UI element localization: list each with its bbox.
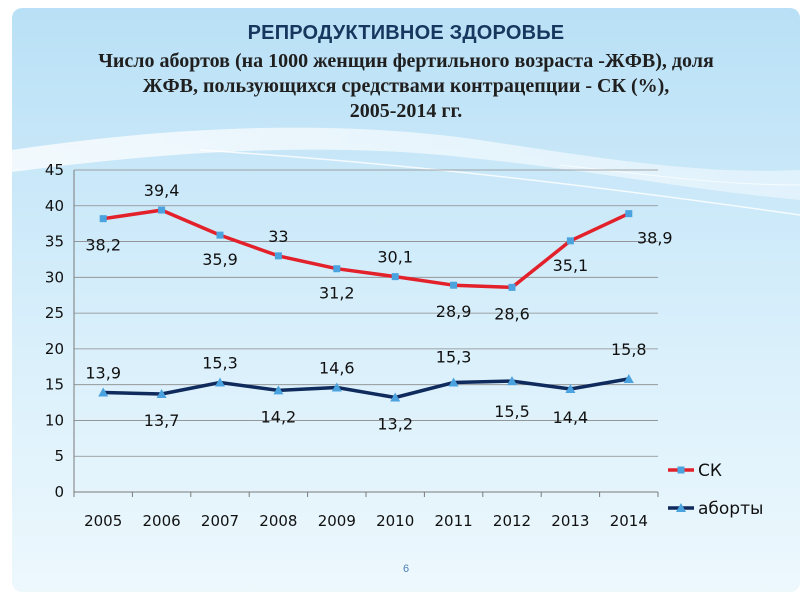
y-tick-label: 5 [54, 447, 64, 465]
x-tick-label: 2009 [318, 512, 356, 530]
sk-data-label: 39,4 [144, 181, 180, 200]
x-tick-label: 2007 [201, 512, 239, 530]
abortions-point [390, 392, 401, 402]
y-tick-label: 30 [45, 268, 64, 286]
subtitle-line-2: ЖФВ, пользующихся средствами контрацепци… [142, 75, 670, 97]
legend-label-sk: СК [698, 461, 722, 481]
abortions-point [448, 377, 459, 387]
abortions-point [331, 382, 342, 392]
sk-data-label: 28,6 [494, 304, 530, 323]
x-tick-label: 2012 [493, 512, 531, 530]
abortions-point [507, 376, 517, 386]
x-tick-label: 2014 [610, 512, 648, 530]
sk-point [625, 210, 633, 218]
abortions-data-label: 15,3 [202, 354, 238, 373]
abortions-data-label: 15,5 [494, 402, 530, 421]
abortions-series-line [103, 377, 630, 400]
sk-point [508, 283, 516, 291]
legend-marker-sk [677, 466, 685, 474]
abortions-data-label: 14,2 [261, 407, 297, 426]
abortions-point [623, 373, 634, 383]
sk-point [274, 252, 282, 260]
title-block: РЕПРОДУКТИВНОЕ ЗДОРОВЬЕ Число абортов (н… [20, 22, 792, 124]
sk-data-label: 28,9 [436, 302, 472, 321]
sk-data-label: 38,2 [85, 236, 121, 255]
page-number: 6 [402, 563, 410, 575]
sk-data-label: 35,1 [553, 256, 589, 275]
subtitle-line-1: Число абортов (на 1000 женщин фертильног… [98, 50, 714, 72]
abortions-data-label: 13,2 [377, 415, 413, 434]
abortions-data-label: 15,8 [611, 340, 647, 359]
sk-point [333, 265, 341, 273]
sk-data-label: 38,9 [637, 229, 673, 248]
sk-data-label: 30,1 [377, 248, 413, 267]
sk-point [216, 231, 224, 239]
y-tick-label: 0 [54, 483, 64, 501]
sk-data-label: 33 [268, 227, 288, 246]
sk-series-line [102, 208, 630, 290]
sk-data-label: 31,2 [319, 284, 355, 303]
abortions-point [565, 383, 576, 393]
abortions-point [98, 387, 109, 397]
abortions-data-label: 15,3 [436, 348, 472, 367]
y-tick-label: 45 [45, 161, 64, 179]
abortions-point [156, 388, 167, 398]
x-tick-label: 2010 [376, 512, 414, 530]
sk-point [158, 206, 166, 214]
sk-point [99, 215, 107, 223]
abortions-data-label: 13,9 [85, 364, 121, 383]
abortions-data-label: 14,4 [553, 408, 589, 427]
slide-subtitle: Число абортов (на 1000 женщин фертильног… [20, 49, 792, 124]
x-tick-label: 2008 [259, 512, 297, 530]
slide-title: РЕПРОДУКТИВНОЕ ЗДОРОВЬЕ [247, 22, 565, 44]
sk-point [450, 281, 458, 289]
x-tick-label: 2011 [435, 512, 473, 530]
legend-marker-abortions [676, 503, 686, 512]
y-tick-label: 20 [45, 340, 64, 358]
x-tick-label: 2006 [143, 512, 181, 530]
sk-data-label: 35,9 [202, 250, 238, 269]
x-tick-label: 2013 [551, 512, 589, 530]
abortions-data-label: 13,7 [144, 411, 180, 430]
y-tick-label: 35 [45, 233, 64, 251]
subtitle-line-3: 2005-2014 гг. [349, 100, 463, 122]
y-tick-label: 25 [45, 304, 64, 322]
x-tick-label: 2005 [84, 512, 122, 530]
abortions-point [273, 385, 284, 395]
sk-point [391, 273, 399, 281]
y-tick-label: 10 [45, 411, 64, 429]
abortions-point [215, 377, 225, 387]
y-tick-label: 40 [45, 197, 64, 215]
abortions-data-label: 14,6 [319, 359, 355, 378]
legend-label-abortions: аборты [698, 499, 763, 519]
y-tick-label: 15 [45, 376, 64, 394]
sk-point [566, 237, 574, 245]
